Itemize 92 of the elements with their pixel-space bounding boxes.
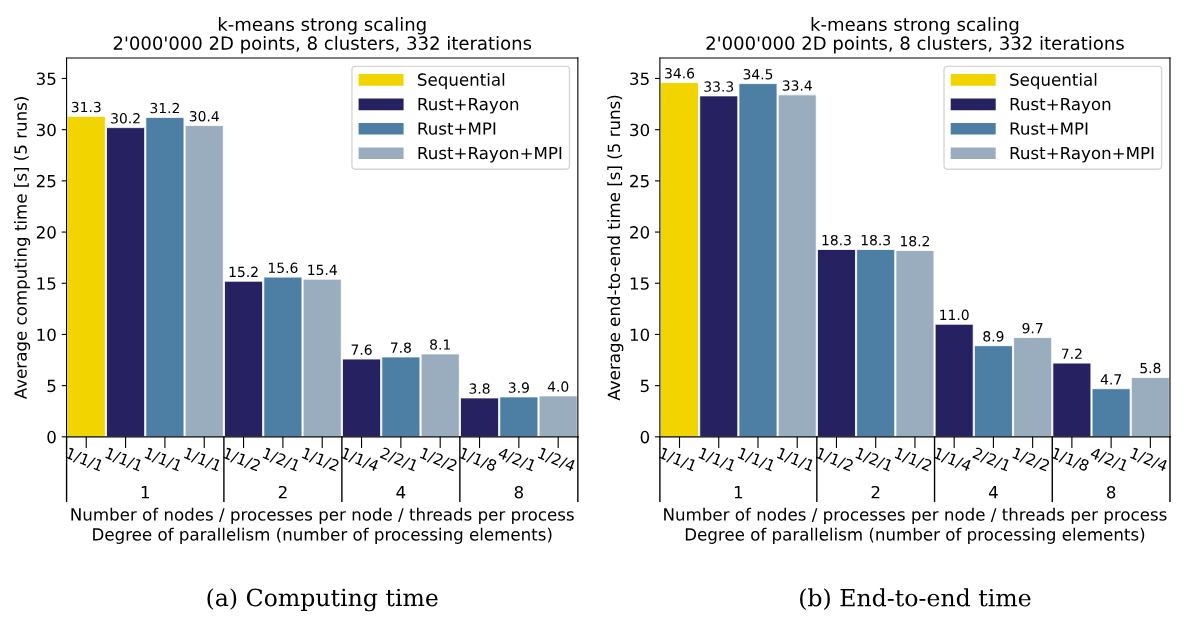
- data-label: 18.3: [822, 234, 851, 246]
- data-label: 31.3: [71, 101, 101, 113]
- x-tick-label: 2/2/1: [971, 446, 1011, 473]
- data-label: 7.6: [351, 344, 372, 355]
- data-label: 8.9: [983, 331, 1004, 342]
- x-tick-label: 1/1/1: [737, 447, 776, 473]
- chart-title: k-means strong scaling 2'000'000 2D points, 8 clusters, 332 iterations: [706, 17, 1124, 54]
- x-tick-label: 1/2/4: [537, 447, 577, 473]
- x-tick-label: 1/1/1: [104, 447, 143, 473]
- x-tick-label: 4/2/1: [1089, 446, 1129, 473]
- text: 4: [988, 486, 998, 499]
- text: 4: [396, 486, 406, 499]
- legend-label: Rust+Rayon+MPI: [418, 146, 562, 163]
- data-label: 3.8: [469, 383, 490, 394]
- data-label: 15.2: [229, 266, 258, 278]
- text: 8: [1106, 485, 1116, 499]
- text: (b) End-to-end time: [800, 588, 1031, 610]
- text: 1: [141, 486, 149, 499]
- x-tick-label: 1/2/1: [854, 447, 894, 473]
- y-tick-label: 35: [36, 72, 56, 86]
- x-tick-label: 2/2/1: [379, 446, 419, 473]
- chart-title: k-means strong scaling 2'000'000 2D points, 8 clusters, 332 iterations: [113, 17, 532, 54]
- data-label: 15.4: [308, 264, 337, 276]
- data-label: 11.0: [940, 309, 969, 321]
- x-tick-label: 4/2/1: [496, 446, 537, 473]
- y-tick-label: 10: [630, 328, 650, 342]
- data-label: 7.8: [390, 342, 411, 353]
- text: (a) Computing time: [207, 588, 438, 612]
- x-tick-label: 1/1/1: [183, 447, 222, 473]
- y-tick-label: 25: [36, 174, 56, 188]
- y-tick-label: 20: [36, 226, 56, 239]
- y-tick-label: 30: [630, 123, 650, 137]
- y-tick-label: 10: [37, 328, 56, 342]
- text: 2: [871, 485, 880, 499]
- data-label: 18.2: [901, 235, 930, 247]
- text: 1: [734, 486, 743, 499]
- y-tick-label: 5: [640, 379, 649, 393]
- x-tick-label: 1/1/1: [143, 447, 183, 473]
- y-tick-label: 35: [630, 72, 649, 86]
- x-tick-label: 1/1/2: [815, 447, 854, 473]
- y-tick-label: 0: [640, 430, 650, 444]
- x-tick-label: 1/1/2: [893, 447, 933, 473]
- y-tick-label: 20: [630, 226, 650, 239]
- data-label: 33.3: [704, 81, 734, 92]
- y-tick-label: 15: [630, 277, 649, 290]
- data-label: 30.4: [189, 110, 219, 122]
- x-tick-label: 1/1/4: [340, 447, 380, 473]
- x-tick-label: 1/2/1: [261, 447, 301, 473]
- data-label: 15.6: [268, 262, 298, 274]
- x-tick-label: 1/1/1: [658, 447, 697, 473]
- y-tick-label: 0: [47, 430, 56, 444]
- x-axis-title: Number of nodes / processes per node / threads per process Degree of parallelism (number of processing elements): [664, 507, 1167, 544]
- data-label: 30.2: [111, 113, 140, 124]
- data-label: 9.7: [1022, 322, 1043, 334]
- data-label: 8.1: [430, 339, 450, 350]
- legend-label: Rust+Rayon: [418, 97, 519, 114]
- x-tick-label: 1/1/4: [933, 447, 973, 473]
- x-tick-label: 1/2/2: [1011, 447, 1051, 473]
- text: 2: [278, 485, 287, 499]
- x-tick-label: 1/1/1: [776, 447, 815, 473]
- y-tick-label: 5: [47, 379, 56, 393]
- y-axis-title: Average end-to-end time [s] (5 runs): [607, 95, 624, 401]
- legend-label: Sequential: [418, 73, 505, 90]
- legend-label: Sequential: [1010, 73, 1097, 90]
- x-tick-label: 1/1/8: [1050, 447, 1090, 473]
- data-label: 18.3: [861, 234, 891, 246]
- data-label: 34.5: [743, 69, 773, 80]
- x-tick-label: 1/1/1: [65, 447, 104, 473]
- legend-label: Rust+MPI: [1010, 122, 1088, 135]
- y-tick-label: 25: [630, 174, 649, 188]
- x-tick-label: 1/2/2: [419, 447, 458, 473]
- data-label: 7.2: [1061, 348, 1082, 359]
- x-tick-label: 1/1/2: [301, 447, 340, 473]
- data-label: 4.0: [547, 381, 569, 392]
- x-tick-label: 1/2/4: [1129, 447, 1169, 473]
- x-tick-label: 1/1/8: [458, 447, 498, 473]
- data-label: 34.6: [665, 67, 695, 79]
- legend-label: Rust+Rayon: [1010, 97, 1111, 114]
- x-tick-label: 1/1/2: [222, 447, 261, 473]
- data-label: 4.7: [1100, 374, 1121, 385]
- data-label: 3.9: [508, 382, 529, 393]
- legend-label: Rust+Rayon+MPI: [1010, 146, 1154, 163]
- y-tick-label: 15: [37, 277, 56, 290]
- x-axis-title: Number of nodes / processes per node / threads per process Degree of parallelism (number of processing elements): [71, 507, 574, 544]
- y-axis-title: Average computing time [s] (5 runs): [13, 97, 31, 400]
- x-tick-label: 1/1/1: [697, 447, 737, 473]
- data-label: 33.4: [782, 80, 812, 91]
- legend-label: Rust+MPI: [418, 122, 496, 135]
- data-label: 5.8: [1140, 362, 1161, 374]
- data-label: 31.2: [150, 102, 179, 114]
- y-tick-label: 30: [36, 123, 56, 137]
- text: 8: [514, 485, 524, 499]
